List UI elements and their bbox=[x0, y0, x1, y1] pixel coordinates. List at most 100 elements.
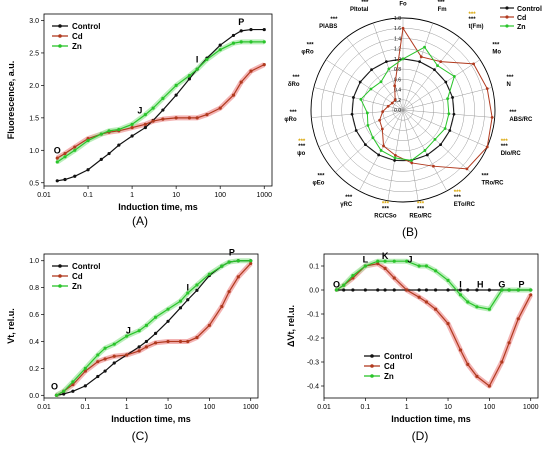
y-tick-label: 0.4 bbox=[29, 339, 39, 346]
y-tick-label: 3.0 bbox=[29, 18, 39, 25]
radar-point-cd bbox=[472, 62, 476, 66]
radar-point-zn bbox=[379, 149, 383, 152]
radar-point-zn bbox=[366, 123, 370, 127]
significance-stars-cd: *** bbox=[492, 43, 500, 49]
x-tick-label: 100 bbox=[204, 404, 216, 411]
data-point-zn bbox=[137, 329, 141, 333]
data-point-zn bbox=[446, 278, 450, 282]
data-point-cd bbox=[249, 69, 253, 73]
data-point-cd bbox=[112, 354, 116, 358]
phase-label: O bbox=[54, 146, 61, 156]
radar-point-zn bbox=[447, 112, 451, 116]
radar-axis-label: Fo bbox=[399, 1, 407, 7]
phase-label: G bbox=[498, 280, 505, 290]
data-point-zn bbox=[516, 288, 520, 292]
data-point-cd bbox=[151, 119, 155, 123]
data-point-zn bbox=[249, 40, 253, 44]
data-point-cd bbox=[130, 125, 134, 130]
y-tick-label: 0.1 bbox=[309, 264, 319, 271]
data-point-control bbox=[63, 177, 67, 182]
radar-point-control bbox=[418, 60, 421, 64]
significance-stars-cd: *** bbox=[454, 195, 462, 201]
radar-axis-label: Fm bbox=[438, 7, 447, 13]
significance-stars-cd: *** bbox=[482, 173, 490, 179]
legend-marker-cd bbox=[370, 364, 374, 368]
data-point-zn bbox=[73, 148, 77, 152]
data-point-control bbox=[342, 288, 346, 292]
data-point-zn bbox=[144, 323, 149, 327]
data-point-zn bbox=[71, 380, 75, 384]
significance-stars-cd: *** bbox=[382, 206, 390, 212]
data-point-cd bbox=[500, 360, 504, 364]
data-point-zn bbox=[405, 259, 409, 263]
data-point-control bbox=[96, 374, 100, 379]
data-point-cd bbox=[249, 261, 253, 266]
radar-axis-label: PItotal bbox=[350, 7, 369, 13]
data-point-zn bbox=[231, 41, 236, 45]
data-point-cd bbox=[227, 290, 231, 294]
legend-label-cd: Cd bbox=[72, 272, 83, 281]
data-point-control bbox=[249, 27, 253, 32]
radar-legend-label-cd: Cd bbox=[517, 15, 526, 22]
data-point-control bbox=[83, 384, 87, 388]
radar-point-control bbox=[370, 68, 374, 72]
radar-point-control bbox=[385, 60, 388, 64]
data-point-zn bbox=[63, 155, 67, 159]
data-point-zn bbox=[143, 113, 147, 117]
radar-point-cd bbox=[390, 101, 394, 105]
radar-point-control bbox=[393, 159, 396, 162]
data-point-zn bbox=[125, 334, 129, 338]
y-tick-label: 1.0 bbox=[29, 148, 39, 155]
phase-label: O bbox=[51, 381, 58, 391]
radar-point-control bbox=[444, 80, 448, 84]
phase-label: P bbox=[229, 247, 235, 257]
panel-d-chart: 0.01 0.1 1 10 100 1000 0.1 0.0 -0.1 -0.2 -0.3 -0.4 I… bbox=[286, 251, 539, 424]
data-point-zn bbox=[195, 67, 199, 71]
radar-point-zn bbox=[387, 67, 391, 71]
radar-axis-label: δRo bbox=[288, 82, 300, 88]
y-axis-label: ΔVt, rel.u. bbox=[286, 305, 296, 347]
radar-axis-label: RC/CSo bbox=[374, 213, 397, 219]
radar-axis-label: γRC bbox=[340, 202, 353, 208]
data-point-control bbox=[446, 288, 450, 292]
data-point-cd bbox=[458, 348, 463, 352]
data-point-cd bbox=[174, 116, 178, 120]
data-point-control bbox=[363, 288, 367, 292]
data-point-zn bbox=[239, 40, 243, 44]
data-point-zn bbox=[376, 259, 380, 263]
data-point-cd bbox=[231, 93, 236, 97]
phase-label: I bbox=[459, 280, 462, 290]
radar-point-cd bbox=[393, 98, 397, 102]
x-axis-label: Induction time, ms bbox=[111, 414, 191, 424]
radar-point-zn bbox=[365, 111, 369, 115]
significance-stars-cd: *** bbox=[307, 43, 315, 49]
radar-point-control bbox=[358, 80, 362, 84]
data-point-control bbox=[458, 288, 463, 292]
data-point-control bbox=[424, 288, 429, 292]
plot-frame bbox=[323, 253, 539, 399]
panel-b-radar-chart: 0.00.20.40.60.81.01.21.41.61.8Fo***Fm***… bbox=[284, 0, 542, 219]
radar-spoke bbox=[402, 59, 481, 111]
phase-label: P bbox=[519, 280, 525, 290]
data-point-zn bbox=[458, 293, 463, 297]
data-point-zn bbox=[151, 106, 155, 110]
radar-point-control bbox=[363, 143, 367, 147]
data-point-control bbox=[112, 361, 116, 365]
legend-marker-control bbox=[58, 264, 62, 268]
radar-point-control bbox=[350, 112, 354, 116]
data-point-cd bbox=[186, 339, 190, 344]
radar-point-zn bbox=[371, 136, 375, 140]
data-point-control bbox=[55, 179, 59, 183]
data-point-zn bbox=[475, 305, 479, 309]
plot-frame bbox=[43, 253, 259, 399]
significance-stars-cd: *** bbox=[417, 206, 425, 212]
data-point-control bbox=[71, 389, 75, 393]
data-point-zn bbox=[107, 129, 111, 133]
phase-label: O bbox=[333, 280, 340, 290]
phase-label: J bbox=[126, 325, 131, 335]
data-point-control bbox=[107, 151, 111, 156]
y-tick-label: 1.0 bbox=[29, 258, 39, 265]
y-tick-label: 1.5 bbox=[29, 115, 39, 122]
data-point-zn bbox=[342, 283, 346, 287]
